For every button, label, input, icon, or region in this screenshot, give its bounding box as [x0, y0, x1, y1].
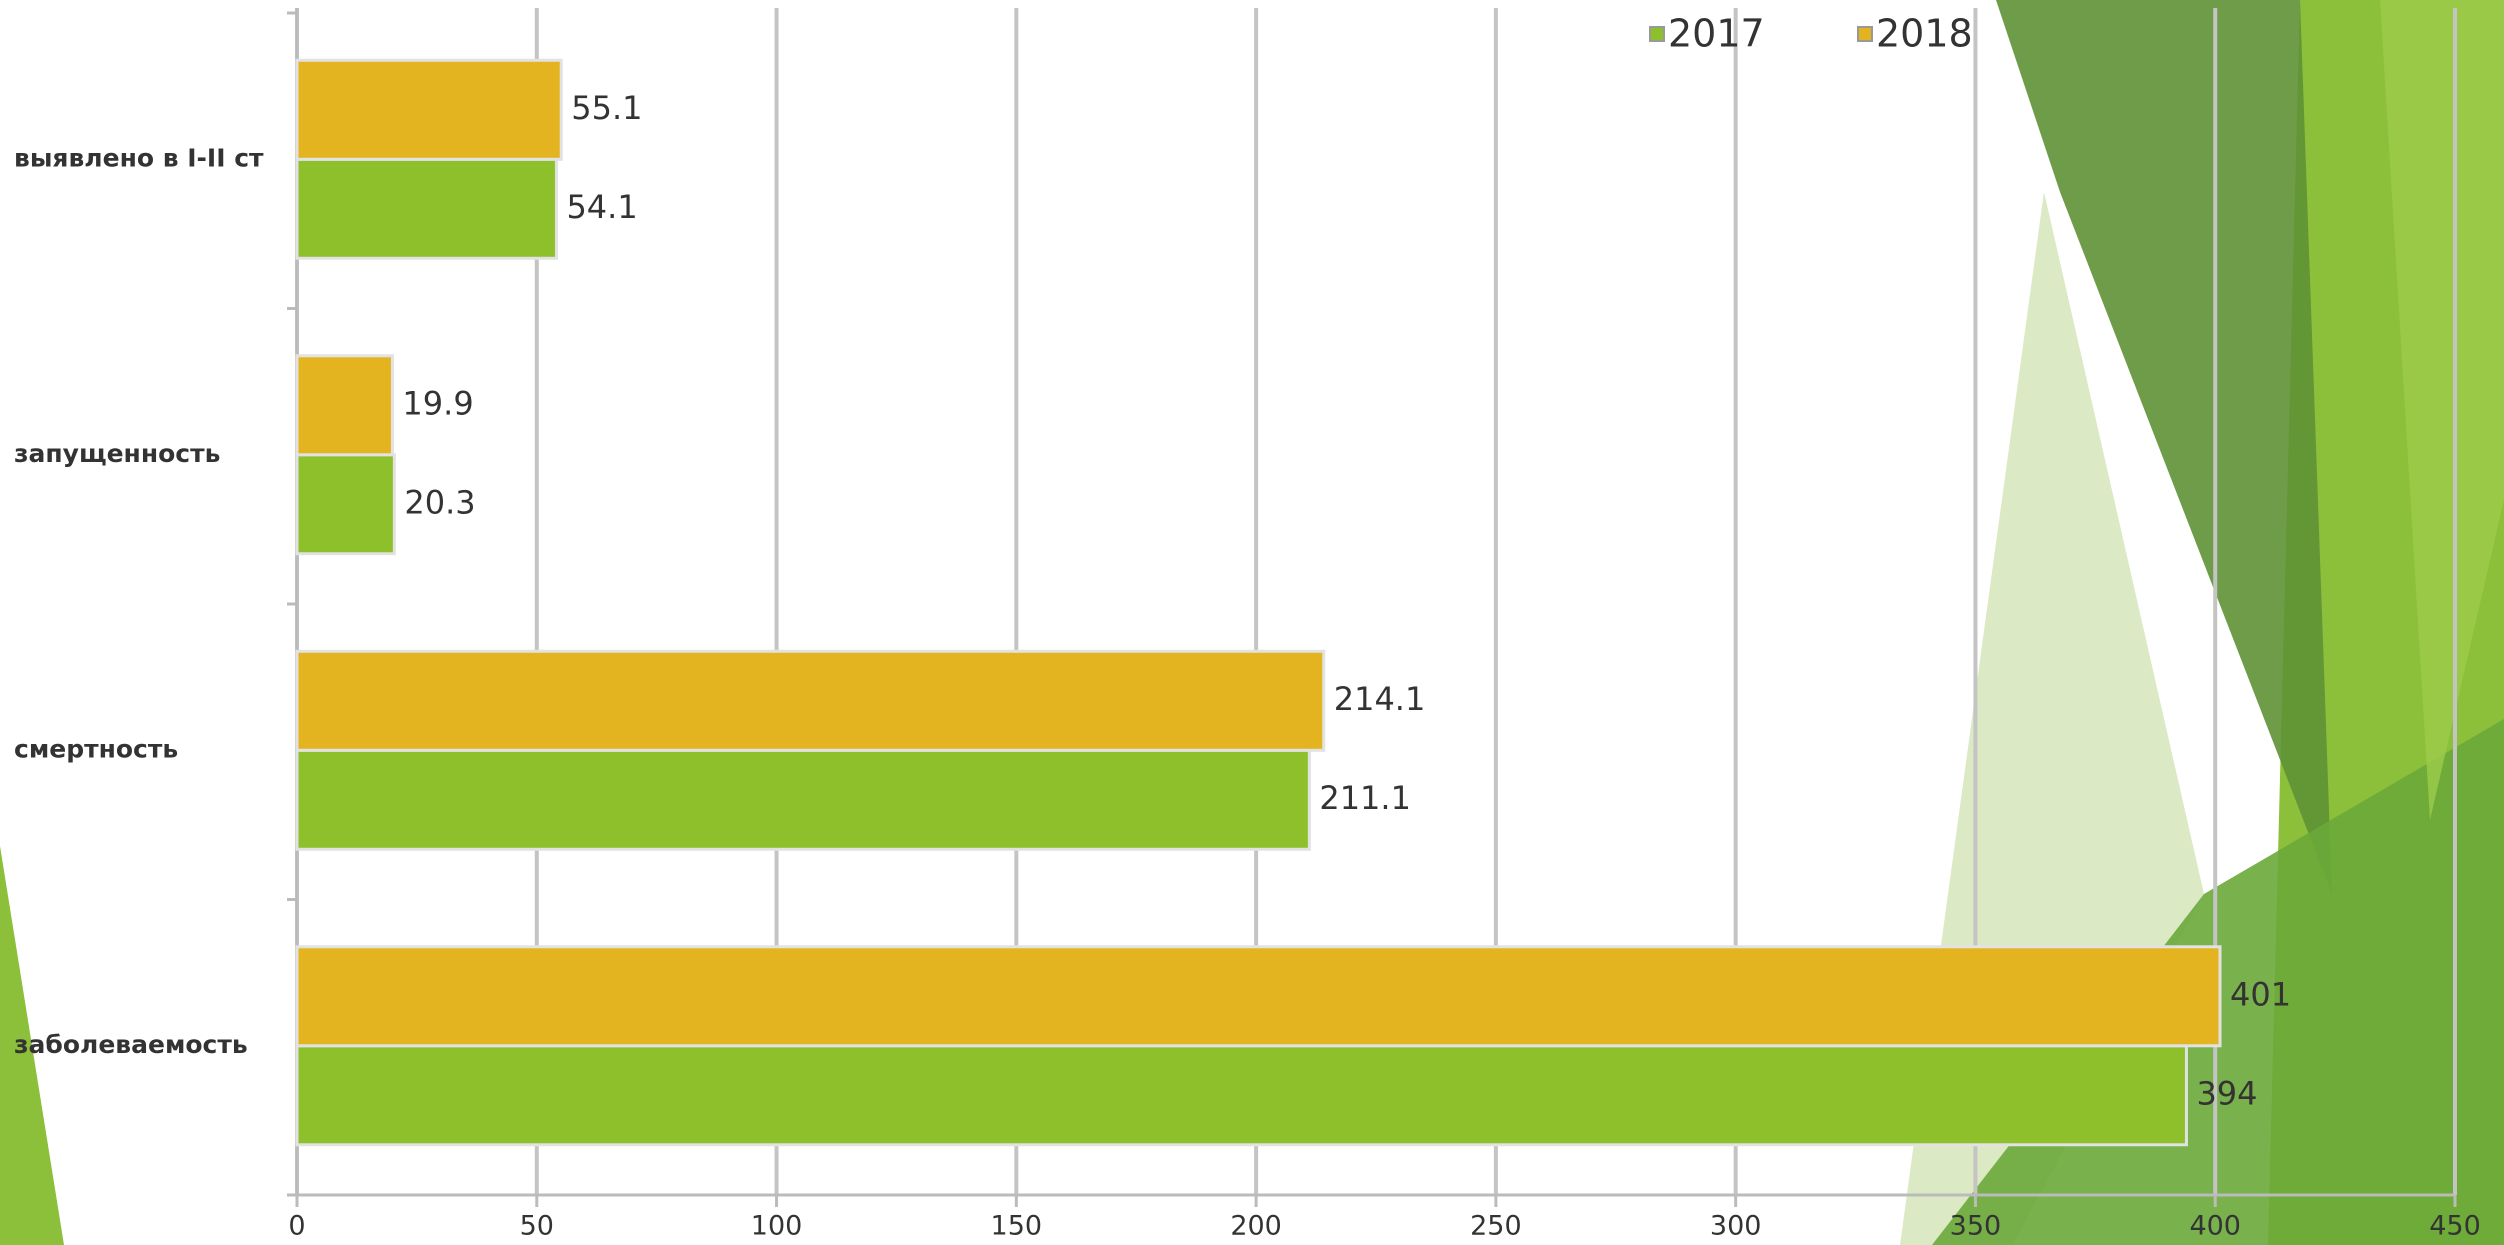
data-label: 55.1 [571, 89, 642, 127]
data-label: 54.1 [566, 188, 637, 226]
bar [295, 58, 563, 161]
data-label: 394 [2196, 1074, 2257, 1112]
decor-shape [2380, 0, 2504, 820]
x-tick-label: 100 [751, 1211, 803, 1242]
y-tick-label: запущенность [14, 439, 220, 468]
data-label: 401 [2230, 975, 2291, 1013]
y-tick-label: выявлено в I-II ст [14, 143, 264, 172]
x-tick-label: 50 [520, 1211, 554, 1242]
data-label: 19.9 [402, 384, 473, 422]
data-label: 211.1 [1319, 779, 1411, 817]
x-tick-label: 350 [1950, 1211, 2002, 1242]
x-tick-label: 0 [288, 1211, 305, 1242]
bar [295, 157, 558, 260]
bar [295, 748, 1311, 851]
y-tick-label: смертность [14, 734, 178, 763]
legend-label: 2017 [1668, 12, 1765, 56]
y-tick-label: заболеваемость [14, 1030, 248, 1059]
x-tick-label: 150 [991, 1211, 1043, 1242]
decor-shape [1996, 0, 2332, 894]
decor-shape [0, 846, 64, 1245]
x-tick-label: 300 [1710, 1211, 1762, 1242]
legend-swatch [1857, 26, 1873, 42]
data-label: 20.3 [404, 483, 475, 521]
bar [295, 1044, 2188, 1147]
data-label: 214.1 [1334, 680, 1426, 718]
legend-swatch [1649, 26, 1665, 42]
bar [295, 649, 1326, 752]
bar [295, 354, 394, 457]
legend-label: 2018 [1876, 12, 1973, 56]
x-tick-label: 250 [1470, 1211, 1522, 1242]
bar [295, 945, 2222, 1048]
x-tick-label: 400 [2189, 1211, 2241, 1242]
x-tick-label: 450 [2429, 1211, 2481, 1242]
bar [295, 453, 396, 556]
x-tick-label: 200 [1230, 1211, 1282, 1242]
